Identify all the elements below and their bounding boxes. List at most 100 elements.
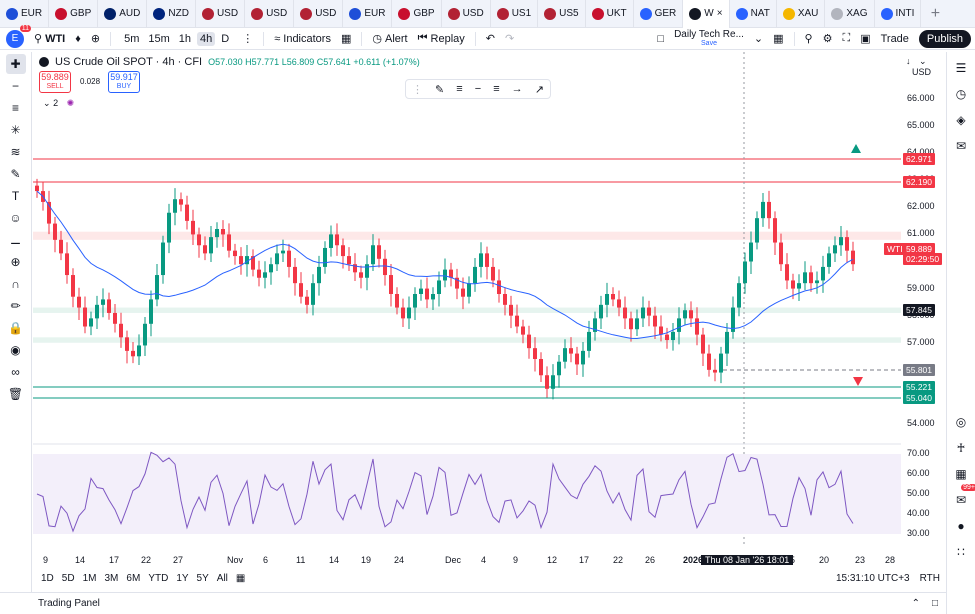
fullscreen-icon[interactable]: ⛶ xyxy=(842,32,851,44)
templates-icon[interactable]: ▦ xyxy=(340,33,352,45)
browser-tab[interactable]: INTI xyxy=(875,0,922,28)
layout-name-button[interactable]: Daily Tech Re... Save xyxy=(674,29,744,48)
currency-selector[interactable]: ↓ ⌄ USD xyxy=(906,56,946,77)
layers-toggle[interactable]: ⌄ 2 ✺ xyxy=(43,98,74,109)
magnet-icon[interactable]: ∩ xyxy=(11,277,20,291)
lock-icon[interactable]: 🔒 xyxy=(8,321,23,335)
browser-tab[interactable]: GBP xyxy=(392,0,442,28)
browser-tab[interactable]: USD xyxy=(442,0,491,28)
browser-tab[interactable]: USD xyxy=(245,0,295,28)
browser-tab[interactable]: AUD xyxy=(98,0,148,28)
layout-icon[interactable]: □ xyxy=(657,32,665,45)
forecast-icon[interactable]: ≋ xyxy=(10,145,21,159)
alarm-clock-icon[interactable]: ◷ xyxy=(955,87,967,101)
browser-tab[interactable]: NZD xyxy=(147,0,196,28)
range-1m[interactable]: 1M xyxy=(82,572,97,584)
link-icon[interactable]: ∞ xyxy=(11,365,20,379)
browser-tab[interactable]: GBP xyxy=(49,0,99,28)
alert-button[interactable]: ◷ Alert xyxy=(372,32,407,46)
redo-icon[interactable]: ↷ xyxy=(504,33,515,45)
clock-timezone[interactable]: 15:31:10 UTC+3 xyxy=(835,572,910,584)
browser-tab[interactable]: NAT xyxy=(730,0,777,28)
browser-tab[interactable]: US1 xyxy=(491,0,539,28)
session-label[interactable]: RTH xyxy=(919,572,940,584)
bulb-icon[interactable]: ● xyxy=(957,519,965,533)
chevron-up-icon[interactable]: ⌃ xyxy=(911,598,920,609)
chart-area[interactable]: US Crude Oil SPOT · 4h · CFI O57.030 H57… xyxy=(33,52,946,565)
gear-icon[interactable]: ⚙ xyxy=(822,33,833,45)
maximize-icon[interactable]: □ xyxy=(931,598,938,609)
ray-icon[interactable]: → xyxy=(511,83,523,95)
browser-tab[interactable]: UKT xyxy=(586,0,634,28)
grid-icon[interactable]: ▦ xyxy=(773,33,784,45)
browser-tab[interactable]: XAU xyxy=(777,0,826,28)
ruler-icon[interactable]: ⚊ xyxy=(10,233,21,247)
range-5y[interactable]: 5Y xyxy=(196,572,209,584)
trade-button[interactable]: Trade xyxy=(880,32,909,45)
browser-tab[interactable]: W × xyxy=(683,0,730,28)
interval-button[interactable]: D xyxy=(221,32,230,45)
text-icon[interactable]: T xyxy=(11,189,20,203)
buy-button[interactable]: 59.917 BUY xyxy=(108,71,140,93)
range-5d[interactable]: 5D xyxy=(61,572,75,584)
browser-tab[interactable]: GER xyxy=(634,0,684,28)
interval-button[interactable]: 1h xyxy=(178,32,192,45)
sell-button[interactable]: 59.889 SELL xyxy=(39,71,71,93)
horizontal-line-icon[interactable]: − xyxy=(474,83,482,95)
replay-button[interactable]: ⏮ Replay xyxy=(418,32,465,45)
target-icon[interactable]: ◎ xyxy=(955,415,967,429)
notifications-icon[interactable]: ✉ 99+ xyxy=(955,484,975,507)
fib-icon[interactable]: ≡ xyxy=(11,101,19,115)
add-symbol-icon[interactable]: ⊕ xyxy=(90,33,101,45)
browser-tab[interactable]: US5 xyxy=(538,0,586,28)
indicators-button[interactable]: ≈ Indicators xyxy=(274,33,331,45)
range-1y[interactable]: 1Y xyxy=(176,572,189,584)
chevron-down-icon[interactable]: ⌄ xyxy=(753,33,764,45)
interval-button[interactable]: 4h xyxy=(197,31,216,46)
apps-grid-icon[interactable]: ∷ xyxy=(957,545,965,559)
undo-icon[interactable]: ↶ xyxy=(485,33,495,45)
pattern-icon[interactable]: ✳ xyxy=(10,123,21,137)
close-icon[interactable]: × xyxy=(716,8,723,19)
symbol-search[interactable]: ⚲ WTI xyxy=(34,32,65,46)
quick-search-icon[interactable]: ⚲ xyxy=(804,33,813,45)
range-all[interactable]: All xyxy=(216,572,228,584)
browser-tab[interactable]: USD xyxy=(294,0,344,28)
new-tab-button[interactable]: + xyxy=(930,4,941,22)
camera-icon[interactable]: ▣ xyxy=(860,33,871,45)
trend-line-icon[interactable]: ↗ xyxy=(534,83,544,96)
trading-panel-label[interactable]: Trading Panel xyxy=(38,598,100,609)
layers-icon[interactable]: ◈ xyxy=(956,113,966,127)
browser-tab[interactable]: XAG xyxy=(825,0,875,28)
browser-tab[interactable]: EUR xyxy=(343,0,393,28)
trash-icon[interactable]: 🗑 xyxy=(7,387,24,401)
emoji-icon[interactable]: ☺ xyxy=(9,211,22,225)
bell-icon[interactable]: ♰ xyxy=(956,441,966,455)
browser-tab[interactable]: EUR xyxy=(0,0,50,28)
trend-line-icon[interactable]: − xyxy=(11,79,19,93)
date-range-icon[interactable]: ▦ xyxy=(235,572,246,584)
range-3m[interactable]: 3M xyxy=(104,572,119,584)
crosshair-icon[interactable]: ✚ xyxy=(5,54,26,74)
chart-type-icon[interactable]: ⋮ xyxy=(242,33,254,45)
range-1d[interactable]: 1D xyxy=(41,572,54,584)
user-avatar[interactable]: E 11 xyxy=(6,24,31,48)
zoom-icon[interactable]: ⊕ xyxy=(10,255,21,269)
parallel-lines-icon[interactable]: ≡ xyxy=(493,83,500,95)
eye-icon[interactable]: ◉ xyxy=(10,343,21,357)
range-6m[interactable]: 6M xyxy=(126,572,141,584)
browser-tab[interactable]: USD xyxy=(196,0,246,28)
publish-button[interactable]: Publish xyxy=(918,29,971,48)
pencil-icon[interactable]: ✎ xyxy=(435,83,445,96)
watchlist-icon[interactable]: ☰ xyxy=(955,61,967,75)
compare-icon[interactable]: ♦ xyxy=(75,32,81,45)
interval-button[interactable]: 5m xyxy=(124,32,140,45)
calendar-icon[interactable]: ▦ xyxy=(955,467,967,481)
range-ytd[interactable]: YTD xyxy=(148,572,169,584)
interval-button[interactable]: 15m xyxy=(148,32,170,45)
chat-icon[interactable]: ✉ xyxy=(955,139,967,153)
brush-icon[interactable]: ✎ xyxy=(10,167,21,181)
lines-icon[interactable]: ≡ xyxy=(456,83,463,95)
drag-handle-icon[interactable]: ⋮ xyxy=(412,83,424,96)
pencil-lock-icon[interactable]: ✏ xyxy=(10,299,21,313)
